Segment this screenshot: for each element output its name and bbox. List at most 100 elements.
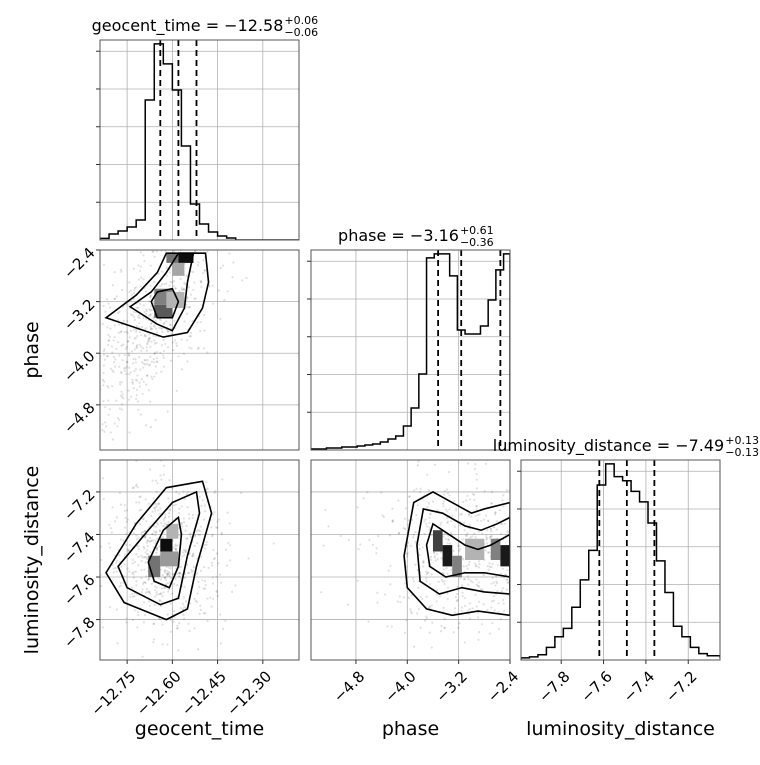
sample-point	[138, 343, 141, 346]
sample-point	[100, 558, 103, 562]
sample-point	[175, 490, 178, 494]
sample-point	[366, 491, 369, 494]
sample-point	[153, 255, 156, 258]
sample-point	[131, 342, 135, 345]
sample-point	[408, 495, 411, 498]
sample-point	[150, 321, 153, 325]
sample-point	[166, 346, 170, 349]
sample-point	[212, 557, 216, 561]
sample-point	[442, 535, 445, 538]
sample-point	[206, 487, 209, 490]
sample-point	[430, 558, 433, 561]
sample-point	[154, 534, 157, 537]
sample-point	[209, 596, 212, 599]
sample-point	[439, 551, 443, 554]
sample-point	[155, 530, 158, 533]
sample-point	[577, 593, 579, 595]
sample-point	[181, 551, 185, 554]
sample-point	[93, 391, 95, 393]
sample-point	[347, 603, 350, 606]
sample-point	[147, 578, 150, 581]
sample-point	[125, 330, 128, 333]
sample-point	[139, 285, 142, 288]
contour-level-2	[104, 252, 210, 338]
sample-point	[148, 536, 152, 540]
sample-point	[196, 572, 199, 575]
sample-point	[139, 265, 142, 268]
sample-point	[194, 250, 197, 253]
sample-point	[143, 310, 146, 314]
sample-point	[173, 609, 176, 613]
sample-point	[135, 379, 139, 382]
sample-point	[88, 394, 90, 396]
sample-point	[127, 304, 130, 307]
sample-point	[416, 504, 419, 507]
sample-point	[428, 605, 432, 608]
sample-point	[141, 655, 144, 658]
sample-point	[570, 555, 572, 557]
sample-point	[174, 577, 177, 580]
sample-point	[102, 384, 105, 387]
sample-point	[194, 535, 197, 538]
sample-point	[221, 264, 225, 267]
sample-point	[421, 597, 424, 601]
sample-point	[240, 491, 243, 495]
sample-point	[185, 524, 188, 528]
sample-point	[145, 327, 148, 330]
sample-point	[123, 553, 126, 556]
sample-point	[166, 581, 169, 585]
density-bin	[465, 538, 485, 560]
sample-point	[199, 329, 202, 333]
sample-point	[572, 547, 574, 549]
sample-point	[149, 328, 153, 331]
sample-point	[566, 543, 568, 545]
sample-point	[490, 530, 493, 533]
sample-point	[107, 302, 110, 305]
sample-point	[143, 335, 146, 338]
y-tick-label: −4.0	[60, 347, 98, 385]
sample-point	[219, 218, 221, 220]
sample-point	[186, 241, 188, 243]
sample-point	[180, 288, 184, 291]
sample-point	[535, 487, 537, 489]
sample-point	[80, 341, 82, 343]
sample-point	[443, 580, 446, 583]
sample-point	[137, 306, 140, 310]
sample-point	[143, 568, 146, 571]
sample-point	[466, 567, 469, 570]
sample-point	[461, 584, 464, 587]
sample-point	[169, 618, 173, 621]
sample-point	[185, 338, 188, 342]
sample-point	[356, 579, 359, 582]
sample-point	[571, 559, 573, 561]
sample-point	[428, 521, 431, 524]
sample-point	[473, 532, 476, 536]
sample-point	[175, 548, 178, 551]
sample-point	[145, 520, 148, 523]
sample-point	[183, 176, 185, 178]
sample-point	[137, 316, 140, 319]
sample-point	[493, 526, 496, 529]
sample-point	[425, 580, 428, 583]
sample-point	[159, 592, 162, 595]
sample-point	[433, 556, 437, 559]
sample-point	[482, 574, 485, 577]
sample-point	[477, 530, 480, 533]
sample-point	[201, 499, 204, 502]
sample-point	[462, 558, 465, 561]
sample-point	[514, 567, 516, 569]
sample-point	[242, 233, 244, 235]
sample-point	[98, 571, 100, 573]
sample-point	[153, 280, 156, 284]
sample-point	[443, 626, 447, 630]
sample-point	[515, 590, 517, 592]
sample-point	[382, 515, 386, 518]
sample-point	[327, 525, 330, 528]
sample-point	[96, 332, 98, 334]
sample-point	[499, 618, 502, 621]
sample-point	[531, 576, 533, 578]
sample-point	[162, 473, 165, 476]
sample-point	[132, 573, 135, 576]
sample-point	[471, 607, 474, 610]
sample-point	[108, 335, 111, 338]
